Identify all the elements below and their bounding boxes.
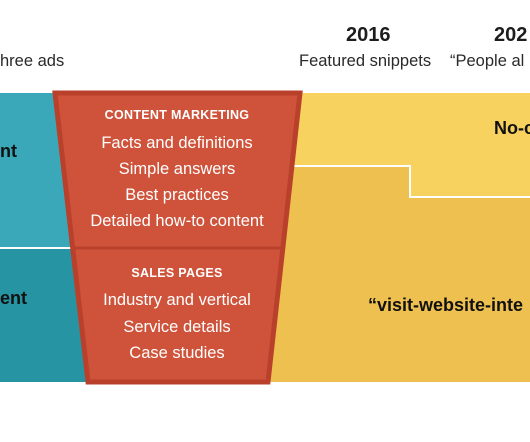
mid-column-caption: Featured snippets — [299, 52, 432, 70]
funnel-item: Best practices — [125, 186, 229, 204]
content-marketing-heading: CONTENT MARKETING — [104, 108, 250, 122]
right-column-caption: “People al — [450, 52, 525, 70]
funnel-top-section — [55, 93, 300, 248]
right-panel-top-label: No-c — [494, 118, 530, 138]
funnel-outline — [52, 90, 303, 385]
funnel-item: Industry and vertical — [103, 291, 251, 309]
funnel-item: Case studies — [129, 344, 225, 362]
left-column-caption: hree ads — [0, 52, 65, 70]
right-panel-bottom — [268, 166, 530, 382]
sales-pages-heading: SALES PAGES — [131, 266, 223, 280]
funnel-bottom-section — [72, 248, 284, 382]
right-column-year: 202 — [494, 24, 528, 46]
funnel-item: Detailed how-to content — [90, 212, 264, 230]
right-panel-step-line — [282, 165, 530, 198]
right-panel-bottom-label: “visit-website-inte — [368, 295, 524, 315]
funnel-item: Simple answers — [118, 160, 236, 178]
left-panel-top-label: nt — [0, 141, 17, 161]
left-panel-bottom-label: ent — [0, 288, 27, 308]
funnel-item: Service details — [123, 318, 231, 336]
funnel-item: Facts and definitions — [101, 134, 253, 152]
mid-column-year: 2016 — [346, 24, 391, 46]
